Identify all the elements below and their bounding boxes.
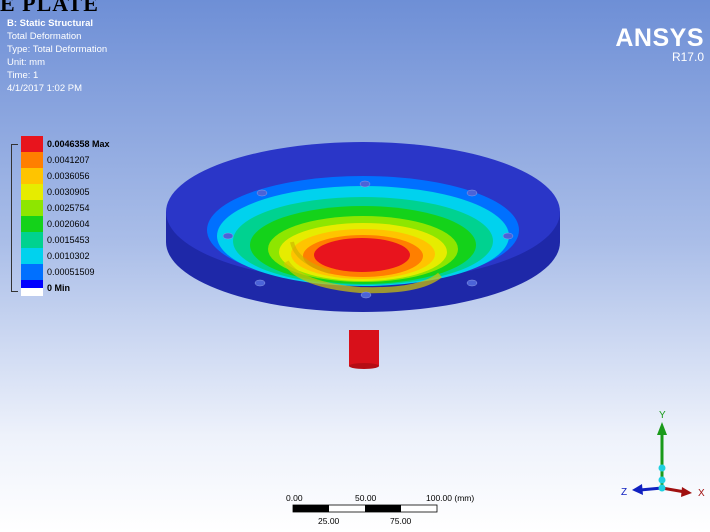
axis-triad[interactable]: Y X Z — [620, 400, 710, 500]
z-axis-line — [639, 486, 663, 492]
legend-entry: 0.0041207 — [21, 152, 90, 168]
legend-swatch — [21, 200, 43, 216]
legend-label: 0.0015453 — [47, 235, 90, 245]
scale-bar-graphic — [292, 504, 438, 513]
legend-swatch — [21, 216, 43, 232]
bolt-holes — [222, 180, 514, 299]
scale-label-50: 50.00 — [355, 493, 377, 503]
legend-label: 0 Min — [47, 283, 71, 293]
legend-swatch — [21, 168, 43, 184]
legend-swatch — [21, 152, 43, 168]
contour-red-max — [314, 238, 410, 272]
legend-entry: 0.00051509 — [21, 264, 95, 280]
triad-dot-lower — [658, 476, 666, 484]
legend-label: 0.0046358 Max — [47, 139, 110, 149]
result-type: Type: Total Deformation — [7, 44, 108, 55]
model-stem — [349, 330, 379, 366]
legend-label: 0.0036056 — [47, 171, 90, 181]
x-axis-line — [661, 486, 686, 494]
legend-entry: 0 Min — [21, 280, 70, 296]
legend-entry: 0.0020604 — [21, 216, 90, 232]
spiral-ridge-inner — [290, 241, 331, 274]
y-axis-arrow — [657, 422, 667, 435]
result-date: 4/1/2017 1:02 PM — [7, 83, 82, 94]
result-info-panel: B: Static Structural Total Deformation T… — [7, 17, 107, 95]
legend-entry: 0.0030905 — [21, 184, 90, 200]
scale-label-100: 100.00 (mm) — [426, 493, 475, 503]
brand-name: ANSYS — [615, 24, 704, 52]
result-unit: Unit: mm — [7, 57, 45, 68]
model-stem-bottom — [349, 363, 379, 369]
legend-entry: 0.0015453 — [21, 232, 90, 248]
scale-label-25: 25.00 — [318, 516, 340, 526]
legend-swatch — [21, 280, 43, 296]
triad-origin — [658, 484, 666, 492]
legend-swatch — [21, 136, 43, 152]
legend-entry: 0.0010302 — [21, 248, 90, 264]
legend-entry: 0.0025754 — [21, 200, 90, 216]
scale-label-0: 0.00 — [286, 493, 303, 503]
legend-label: 0.0041207 — [47, 155, 90, 165]
x-axis-arrow — [681, 487, 692, 497]
z-axis-arrow — [632, 484, 643, 495]
y-axis-label: Y — [659, 410, 666, 421]
legend-label: 0.0020604 — [47, 219, 90, 229]
legend-label: 0.00051509 — [47, 267, 95, 277]
legend-label: 0.0010302 — [47, 251, 90, 261]
analysis-name: B: Static Structural — [7, 18, 94, 29]
z-axis-label: Z — [621, 487, 627, 498]
legend-entry: 0.0046358 Max — [21, 136, 110, 152]
brand-version: R17.0 — [671, 50, 704, 64]
legend-label: 0.0025754 — [47, 203, 90, 213]
result-time: Time: 1 — [7, 70, 39, 81]
ansys-logo: ANSYS R17.0 — [615, 24, 704, 65]
legend-label: 0.0030905 — [47, 187, 90, 197]
legend-swatch — [21, 248, 43, 264]
triad-dot-upper — [658, 464, 666, 472]
view-title: E PLATE — [0, 0, 99, 16]
scale-label-75: 75.00 — [390, 516, 412, 526]
x-axis-label: X — [698, 488, 705, 499]
result-name: Total Deformation — [7, 31, 82, 42]
legend-swatch — [21, 264, 43, 280]
legend-bracket — [11, 144, 18, 292]
legend-entry: 0.0036056 — [21, 168, 90, 184]
scale-bar: 0.00 50.00 100.00 (mm) 25.00 75.00 — [282, 490, 474, 530]
legend-swatch — [21, 232, 43, 248]
spiral-ridge — [283, 260, 442, 294]
legend-swatch — [21, 184, 43, 200]
